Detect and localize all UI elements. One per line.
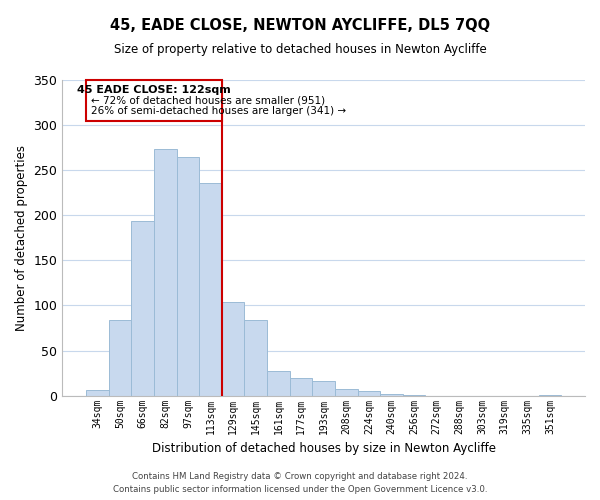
Bar — [380, 394, 403, 396]
Bar — [199, 183, 222, 396]
Bar — [86, 390, 109, 396]
Bar — [290, 378, 313, 396]
Text: 45 EADE CLOSE: 122sqm: 45 EADE CLOSE: 122sqm — [77, 84, 231, 94]
Bar — [267, 372, 290, 396]
Bar — [403, 394, 425, 396]
Bar — [222, 302, 244, 396]
Bar — [313, 381, 335, 396]
Y-axis label: Number of detached properties: Number of detached properties — [15, 145, 28, 331]
Bar — [176, 156, 199, 396]
Text: ← 72% of detached houses are smaller (951): ← 72% of detached houses are smaller (95… — [91, 96, 325, 106]
Bar — [244, 320, 267, 396]
Text: Contains HM Land Registry data © Crown copyright and database right 2024.: Contains HM Land Registry data © Crown c… — [132, 472, 468, 481]
Text: 26% of semi-detached houses are larger (341) →: 26% of semi-detached houses are larger (… — [91, 106, 346, 116]
FancyBboxPatch shape — [86, 80, 222, 122]
Bar — [335, 390, 358, 396]
Text: Size of property relative to detached houses in Newton Aycliffe: Size of property relative to detached ho… — [113, 42, 487, 56]
Bar — [109, 320, 131, 396]
Text: Contains public sector information licensed under the Open Government Licence v3: Contains public sector information licen… — [113, 485, 487, 494]
Text: 45, EADE CLOSE, NEWTON AYCLIFFE, DL5 7QQ: 45, EADE CLOSE, NEWTON AYCLIFFE, DL5 7QQ — [110, 18, 490, 32]
Bar — [539, 394, 561, 396]
Bar — [154, 148, 176, 396]
X-axis label: Distribution of detached houses by size in Newton Aycliffe: Distribution of detached houses by size … — [152, 442, 496, 455]
Bar — [358, 391, 380, 396]
Bar — [131, 220, 154, 396]
